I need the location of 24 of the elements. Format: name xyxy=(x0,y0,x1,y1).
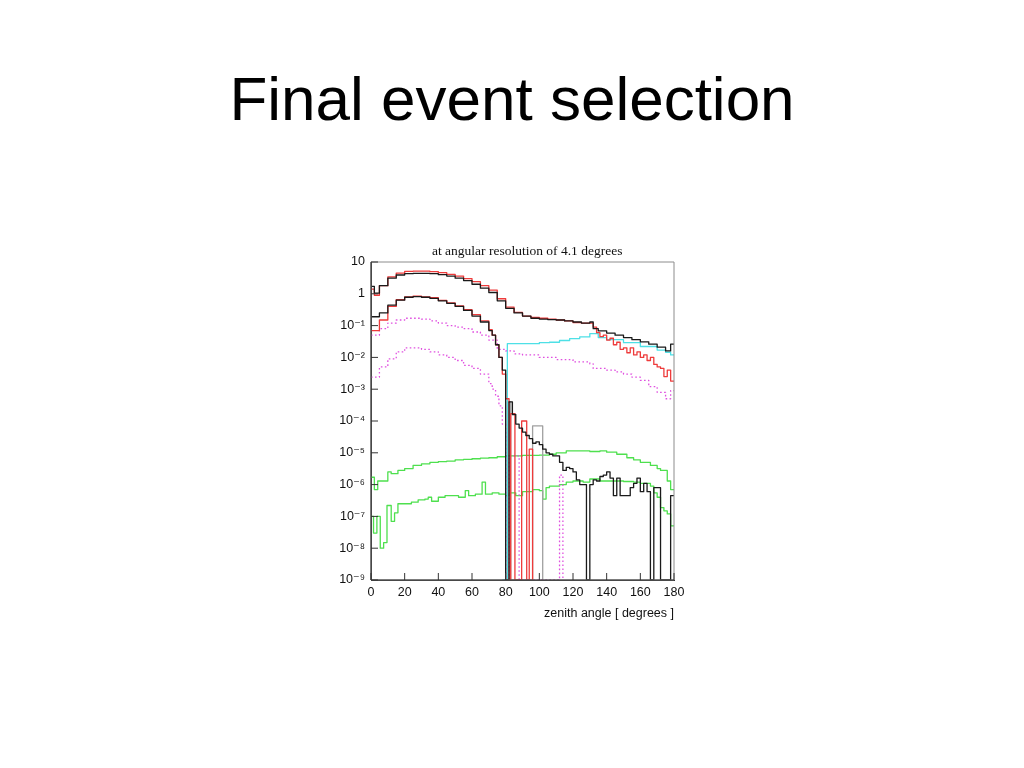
chart-title: Final event selection xyxy=(228,64,796,133)
x-tick-label: 0 xyxy=(367,584,375,599)
x-tick-label: 120 xyxy=(562,584,584,599)
y-tick-label: 10⁻⁶ xyxy=(339,477,365,492)
y-tick-label: 10⁻³ xyxy=(340,381,365,396)
x-axis-title: zenith angle [ degrees ] xyxy=(544,605,674,620)
x-tick-label: 40 xyxy=(431,584,446,599)
y-tick-label: 10⁻⁴ xyxy=(339,413,365,428)
x-tick-label: 180 xyxy=(663,584,685,599)
y-tick-label: 10⁻⁷ xyxy=(339,508,366,523)
chart-subtitle: at angular resolution of 4.1 degrees xyxy=(432,243,623,259)
y-tick-label: 10 xyxy=(351,254,366,269)
y-tick-label: 10⁻⁸ xyxy=(339,540,365,555)
y-tick-label: 1 xyxy=(358,286,366,301)
y-tick-label: 10⁻⁹ xyxy=(339,572,365,587)
y-tick-label: 10⁻¹ xyxy=(340,318,365,333)
x-tick-label: 20 xyxy=(397,584,412,599)
x-tick-label: 100 xyxy=(528,584,550,599)
x-tick-label: 60 xyxy=(465,584,479,599)
y-tick-label: 10⁻⁵ xyxy=(339,445,365,460)
x-tick-label: 160 xyxy=(629,584,651,599)
x-tick-label: 80 xyxy=(498,584,513,599)
x-tick-label: 140 xyxy=(596,584,618,599)
y-tick-label: 10⁻² xyxy=(340,349,365,364)
